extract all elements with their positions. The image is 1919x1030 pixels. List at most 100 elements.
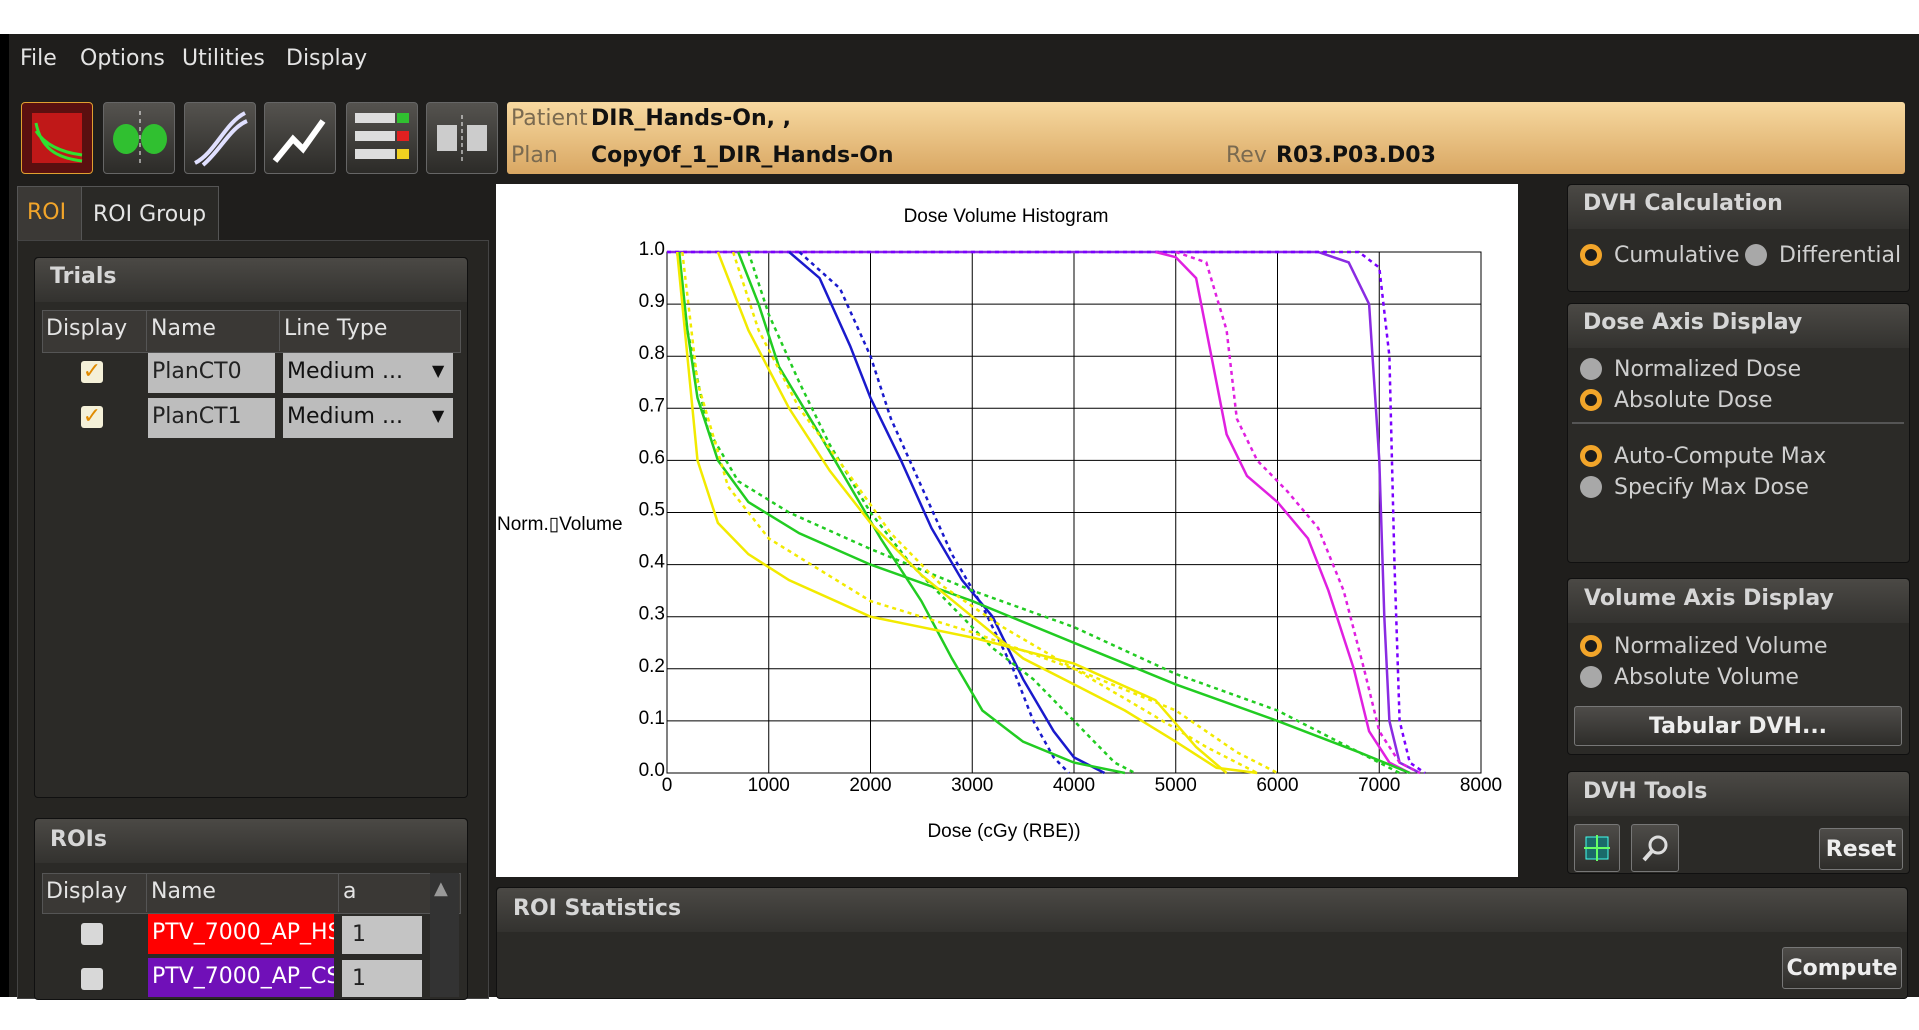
icon (32, 113, 83, 163)
toolbar-icon[interactable] (426, 102, 498, 174)
roi-value[interactable]: 1 (342, 960, 422, 997)
reset-button[interactable]: Reset (1819, 828, 1903, 870)
menu-item[interactable]: Utilities (182, 46, 265, 71)
column-header: Name (146, 310, 216, 351)
radio[interactable] (1580, 635, 1602, 657)
menu-item[interactable]: Display (286, 46, 368, 71)
y-tick-label: 0.4 (639, 552, 666, 573)
checkbox[interactable]: ✓ (81, 404, 103, 429)
crosshair-tool[interactable] (1574, 824, 1620, 872)
compute-button[interactable]: Compute (1782, 947, 1902, 989)
toolbar-icon[interactable] (264, 102, 336, 174)
x-tick-label: 3000 (951, 775, 993, 796)
icon (355, 113, 409, 159)
chart-title: Dose Volume Histogram (904, 206, 1109, 227)
trial-name[interactable]: PlanCT0 (148, 353, 275, 393)
radio-label[interactable]: Differential (1779, 243, 1902, 268)
dvh-curve (716, 251, 1258, 775)
x-tick-label: 6000 (1256, 775, 1298, 796)
icon (437, 115, 487, 161)
radio-label[interactable]: Auto-Compute Max (1614, 444, 1827, 469)
radio[interactable] (1580, 666, 1602, 688)
toolbar-icon[interactable] (346, 102, 418, 174)
panel-header (1568, 579, 1909, 623)
icon (1642, 835, 1668, 862)
patient-banner (507, 102, 1905, 174)
column-header: a (338, 873, 356, 912)
icon-shape (355, 113, 395, 123)
zoom-tool[interactable] (1631, 824, 1679, 872)
dvh-curve (788, 251, 1106, 775)
y-tick-label: 0.9 (639, 291, 665, 312)
tab-label[interactable]: ROI Group (93, 202, 207, 227)
radio[interactable] (1580, 389, 1602, 411)
radio-label[interactable]: Absolute Dose (1614, 388, 1773, 413)
icon-shape (437, 125, 457, 151)
dvh-tools-panel (1567, 771, 1910, 874)
toolbar-icon[interactable] (184, 102, 256, 174)
icon-shape (141, 124, 167, 154)
radio-label[interactable]: Absolute Volume (1614, 665, 1799, 690)
radio[interactable] (1580, 476, 1602, 498)
icon-shape (397, 131, 409, 141)
panel-title: Volume Axis Display (1584, 586, 1834, 611)
checkbox[interactable] (81, 923, 103, 945)
y-tick-label: 0.5 (639, 500, 665, 521)
roi-name[interactable]: PTV_7000_AP_HS7( (148, 914, 334, 954)
radio[interactable] (1580, 445, 1602, 467)
radio[interactable] (1580, 358, 1602, 380)
radio[interactable] (1745, 244, 1767, 266)
checkbox[interactable] (81, 968, 103, 990)
y-tick-label: 0.6 (639, 447, 665, 468)
scroll-arrow[interactable]: ▲ (434, 878, 448, 899)
radio[interactable] (1580, 244, 1602, 266)
panel-header (35, 819, 467, 863)
table-header (42, 873, 461, 914)
panel-header (1568, 185, 1909, 229)
y-tick-label: 0.0 (639, 760, 665, 781)
radio-label[interactable]: Cumulative (1614, 243, 1740, 268)
tab-label[interactable]: ROI (27, 200, 67, 225)
icon-shape (1642, 849, 1654, 862)
icon (1584, 835, 1610, 861)
scrollbar[interactable] (430, 873, 459, 997)
line-type-select[interactable]: Medium ... (283, 398, 453, 438)
radio-label[interactable]: Normalized Dose (1614, 357, 1802, 382)
panel-title: DVH Calculation (1583, 191, 1783, 216)
y-tick-label: 0.1 (639, 708, 665, 729)
menu-item[interactable]: File (20, 46, 57, 71)
trial-name[interactable]: PlanCT1 (148, 398, 275, 438)
dvh-calculation-panel (1567, 184, 1910, 292)
tab[interactable] (17, 186, 82, 241)
column-header: Name (146, 873, 216, 912)
y-axis-label: Norm.▯Volume (497, 514, 623, 535)
panel-header (497, 888, 1907, 932)
y-tick-label: 0.3 (639, 604, 665, 625)
panel-title: Dose Axis Display (1583, 310, 1803, 335)
dropdown-arrow[interactable]: ▼ (432, 361, 445, 380)
line-type-select[interactable]: Medium ... (283, 353, 453, 393)
icon (272, 119, 326, 163)
toolbar-icon[interactable] (103, 102, 175, 174)
radio-label[interactable]: Normalized Volume (1614, 634, 1828, 659)
label: Rev (1226, 143, 1267, 168)
icon-shape (1648, 835, 1668, 855)
dvh-curve (675, 251, 1401, 775)
icon-shape (272, 119, 326, 163)
window-edge (0, 34, 9, 997)
dvh-curve (737, 251, 1126, 775)
radio-label[interactable]: Specify Max Dose (1614, 475, 1809, 500)
icon-shape (1584, 835, 1610, 861)
menu-item[interactable]: Options (80, 46, 165, 71)
dvh-tool-icon[interactable] (21, 102, 93, 174)
roi-name[interactable]: PTV_7000_AP_CS7( (148, 958, 334, 997)
y-tick-label: 0.8 (639, 343, 665, 364)
separator (1572, 422, 1904, 424)
x-axis-label: Dose (cGy (RBE)) (927, 821, 1080, 842)
checkbox[interactable]: ✓ (81, 359, 103, 384)
tabular-dvh-button[interactable]: Tabular DVH... (1574, 706, 1902, 746)
icon (113, 111, 167, 165)
roi-value[interactable]: 1 (342, 916, 422, 954)
dropdown-arrow[interactable]: ▼ (432, 406, 445, 425)
